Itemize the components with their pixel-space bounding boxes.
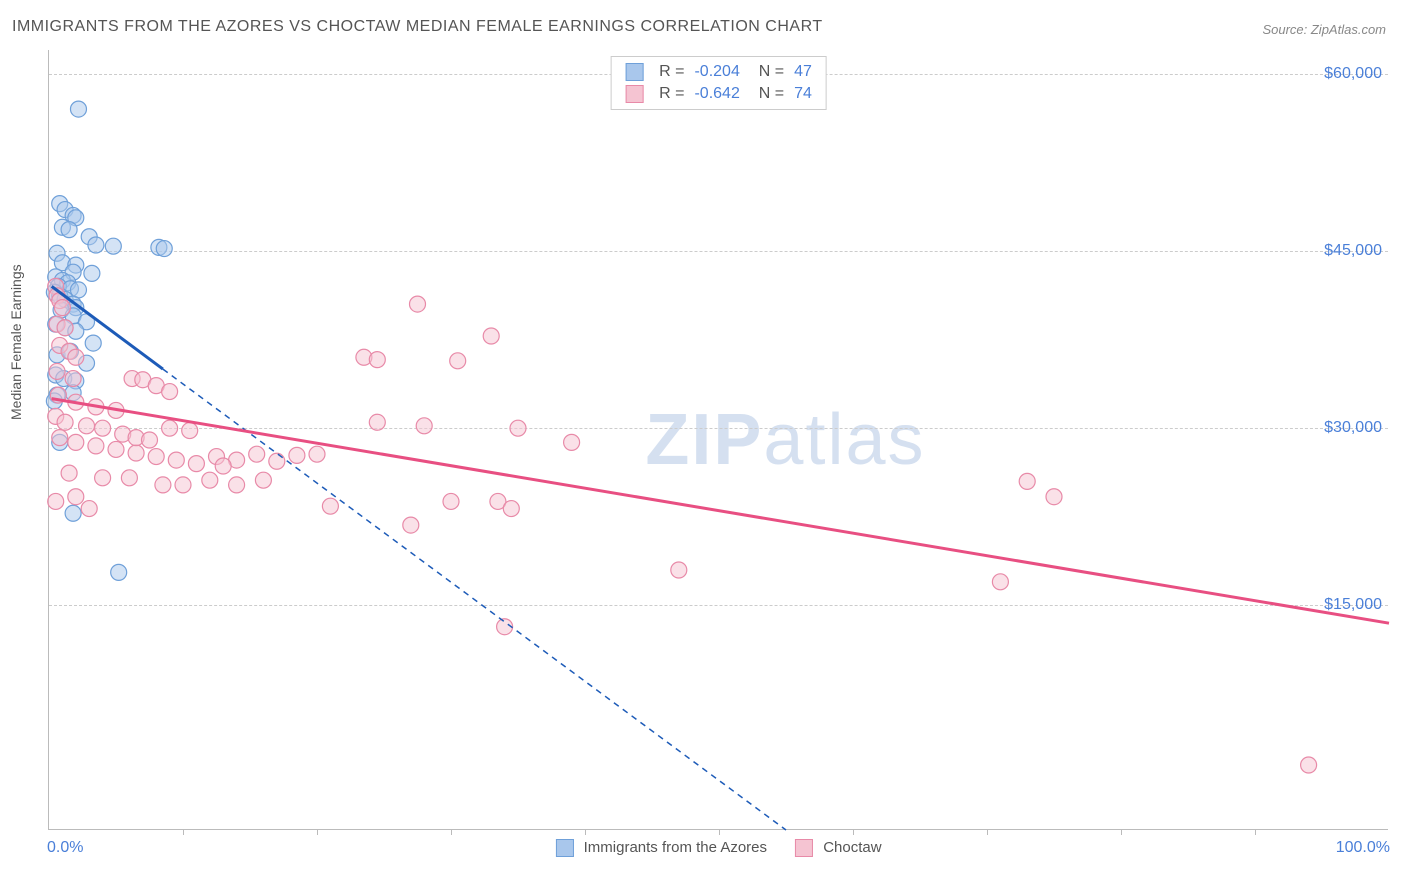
data-point [68, 489, 84, 505]
scatter-svg [49, 50, 1388, 829]
data-point [88, 438, 104, 454]
data-point [369, 352, 385, 368]
x-tick [1255, 829, 1256, 835]
swatch-azores [625, 63, 643, 81]
data-point [175, 477, 191, 493]
trend-line [52, 399, 1389, 624]
data-point [148, 449, 164, 465]
stats-row-choctaw: R = -0.642 N = 74 [625, 83, 812, 105]
x-tick [719, 829, 720, 835]
data-point [79, 418, 95, 434]
source-label: Source: ZipAtlas.com [1262, 22, 1386, 37]
legend-label-azores: Immigrants from the Azores [584, 839, 767, 856]
x-tick [1121, 829, 1122, 835]
data-point [105, 238, 121, 254]
data-point [65, 371, 81, 387]
data-point [269, 453, 285, 469]
data-point [309, 446, 325, 462]
data-point [450, 353, 466, 369]
data-point [416, 418, 432, 434]
legend-swatch-choctaw [795, 839, 813, 857]
r-value-choctaw: -0.642 [694, 85, 739, 103]
y-axis-label: Median Female Earnings [8, 264, 24, 420]
legend-item-choctaw: Choctaw [795, 839, 882, 857]
r-value-azores: -0.204 [694, 63, 739, 81]
data-point [48, 493, 64, 509]
data-point [142, 432, 158, 448]
n-value-azores: 47 [794, 63, 812, 81]
data-point [162, 420, 178, 436]
data-point [1046, 489, 1062, 505]
data-point [81, 501, 97, 517]
x-tick [451, 829, 452, 835]
data-point [68, 349, 84, 365]
data-point [322, 498, 338, 514]
data-point [65, 505, 81, 521]
data-point [95, 470, 111, 486]
data-point [49, 363, 65, 379]
stats-row-azores: R = -0.204 N = 47 [625, 61, 812, 83]
data-point [992, 574, 1008, 590]
data-point [483, 328, 499, 344]
data-point [188, 456, 204, 472]
chart-title: IMMIGRANTS FROM THE AZORES VS CHOCTAW ME… [12, 18, 823, 36]
x-tick [585, 829, 586, 835]
plot-area: ZIPatlas $15,000$30,000$45,000$60,000 0.… [48, 50, 1388, 830]
data-point [369, 414, 385, 430]
x-tick [987, 829, 988, 835]
data-point [671, 562, 687, 578]
data-point [128, 445, 144, 461]
data-point [403, 517, 419, 533]
data-point [61, 222, 77, 238]
stats-legend: R = -0.204 N = 47 R = -0.642 N = 74 [610, 56, 827, 110]
x-tick [317, 829, 318, 835]
swatch-choctaw [625, 85, 643, 103]
data-point [202, 472, 218, 488]
bottom-legend: Immigrants from the Azores Choctaw [555, 839, 881, 857]
data-point [95, 420, 111, 436]
data-point [57, 320, 73, 336]
legend-item-azores: Immigrants from the Azores [555, 839, 767, 857]
data-point [229, 477, 245, 493]
data-point [255, 472, 271, 488]
data-point [410, 296, 426, 312]
data-point [155, 477, 171, 493]
x-min-label: 0.0% [47, 839, 83, 857]
data-point [121, 470, 137, 486]
data-point [215, 458, 231, 474]
data-point [503, 501, 519, 517]
data-point [443, 493, 459, 509]
legend-label-choctaw: Choctaw [823, 839, 881, 856]
data-point [182, 423, 198, 439]
data-point [70, 101, 86, 117]
x-tick [183, 829, 184, 835]
data-point [156, 241, 172, 257]
data-point [1301, 757, 1317, 773]
x-max-label: 100.0% [1336, 839, 1390, 857]
n-value-choctaw: 74 [794, 85, 812, 103]
data-point [57, 414, 73, 430]
x-tick [853, 829, 854, 835]
data-point [111, 564, 127, 580]
data-point [168, 452, 184, 468]
data-point [68, 434, 84, 450]
data-point [510, 420, 526, 436]
chart-container: IMMIGRANTS FROM THE AZORES VS CHOCTAW ME… [0, 0, 1406, 892]
data-point [54, 300, 70, 316]
data-point [564, 434, 580, 450]
data-point [108, 441, 124, 457]
data-point [88, 237, 104, 253]
data-point [85, 335, 101, 351]
data-point [249, 446, 265, 462]
data-point [162, 384, 178, 400]
data-point [52, 430, 68, 446]
data-point [1019, 473, 1035, 489]
trend-line-extrapolated [163, 369, 786, 830]
legend-swatch-azores [555, 839, 573, 857]
data-point [84, 265, 100, 281]
data-point [61, 465, 77, 481]
data-point [289, 447, 305, 463]
